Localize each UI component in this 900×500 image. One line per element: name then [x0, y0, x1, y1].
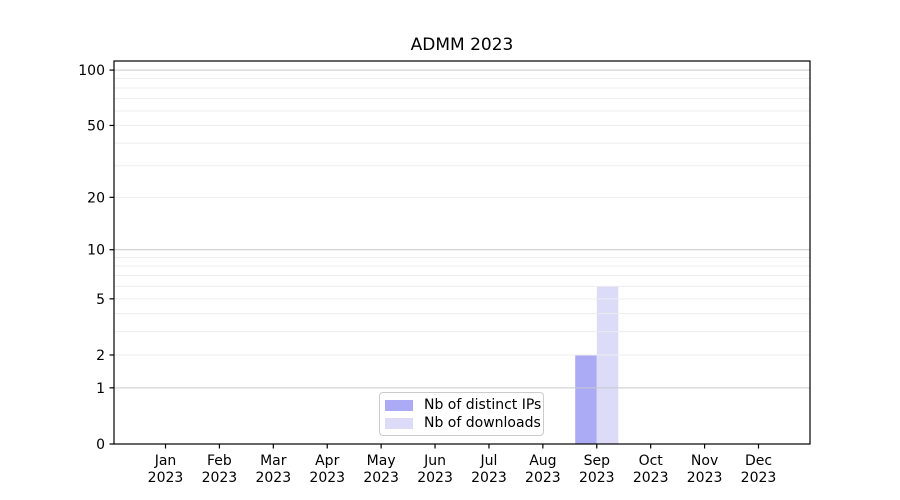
y-tick-label: 50	[87, 118, 105, 134]
x-tick-label-year: 2023	[309, 470, 345, 486]
legend-swatch-downloads	[385, 417, 413, 429]
x-tick-label-month: Apr	[315, 453, 339, 469]
x-tick-label-year: 2023	[741, 470, 777, 486]
x-tick-label-month: May	[367, 453, 396, 469]
x-tick-label-month: Jan	[154, 453, 177, 469]
x-tick-label-year: 2023	[255, 470, 291, 486]
x-tick-label-year: 2023	[579, 470, 615, 486]
x-tick-label-month: Dec	[745, 453, 772, 469]
x-tick-label-month: Aug	[529, 453, 556, 469]
chart-title: ADMM 2023	[410, 35, 514, 55]
legend-item-downloads: Nb of downloads	[385, 414, 543, 431]
legend: Nb of distinct IPs Nb of downloads	[379, 392, 544, 436]
plot-frame	[113, 60, 811, 445]
y-tick-label: 5	[96, 292, 105, 308]
bar-distinct-ips-sep	[575, 354, 597, 444]
x-tick-label-year: 2023	[525, 470, 561, 486]
y-tick-label: 20	[87, 190, 105, 206]
y-tick-label: 0	[96, 437, 105, 453]
y-tick-label: 1	[96, 381, 105, 397]
y-tick-label: 2	[96, 348, 105, 364]
y-tick-label: 100	[78, 63, 105, 79]
legend-item-distinct-ips: Nb of distinct IPs	[385, 396, 543, 413]
x-tick-label-year: 2023	[148, 470, 184, 486]
x-tick-label-month: Mar	[260, 453, 287, 469]
bar-downloads-sep	[596, 286, 619, 444]
x-tick-label-month: Jun	[423, 453, 446, 469]
x-tick-label-year: 2023	[202, 470, 238, 486]
x-tick-label-month: Oct	[639, 453, 664, 469]
x-tick-label-year: 2023	[363, 470, 399, 486]
x-tick-label-year: 2023	[417, 470, 453, 486]
x-tick-label-year: 2023	[471, 470, 507, 486]
x-tick-label-year: 2023	[687, 470, 723, 486]
legend-label-distinct-ips: Nb of distinct IPs	[424, 396, 542, 413]
x-tick-label-year: 2023	[633, 470, 669, 486]
x-tick-label-month: Feb	[207, 453, 232, 469]
y-tick-label: 10	[87, 243, 105, 259]
x-tick-label-month: Sep	[584, 453, 611, 469]
x-tick-label-month: Jul	[480, 453, 498, 469]
legend-label-downloads: Nb of downloads	[424, 414, 541, 431]
x-tick-label-month: Nov	[691, 453, 718, 469]
legend-swatch-distinct-ips	[385, 399, 413, 411]
